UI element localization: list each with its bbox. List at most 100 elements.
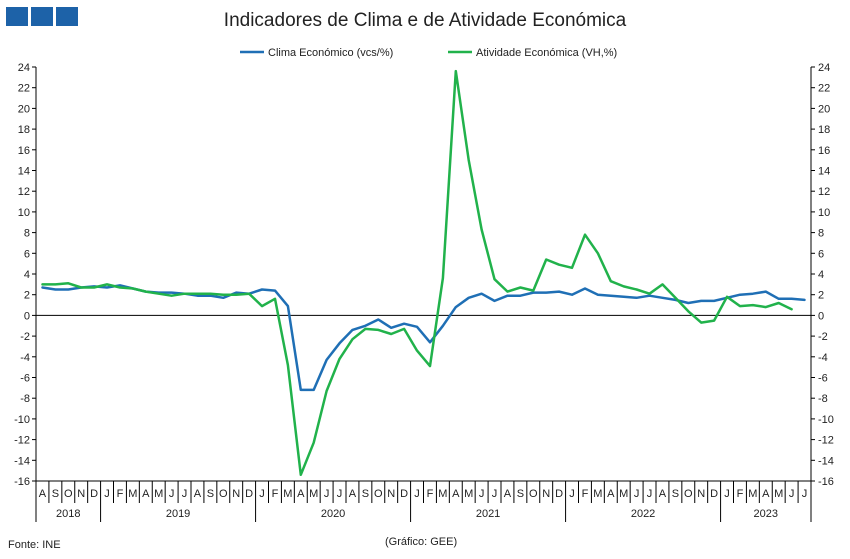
y-tick-label: 12: [18, 186, 30, 198]
month-label: A: [142, 488, 150, 500]
month-label: N: [232, 488, 240, 500]
month-label: J: [324, 488, 330, 500]
month-label: J: [337, 488, 343, 500]
month-label: M: [748, 488, 757, 500]
month-label: A: [349, 488, 357, 500]
year-label: 2023: [754, 508, 778, 520]
y2-tick-label: -6: [818, 373, 828, 385]
month-label: J: [569, 488, 575, 500]
month-label: F: [272, 488, 279, 500]
year-label: 2020: [321, 508, 345, 520]
y2-tick-label: 0: [818, 310, 824, 322]
y-tick-label: 22: [18, 83, 30, 95]
legend-label: Atividade Económica (VH,%): [476, 47, 617, 59]
source-note: Fonte: INE: [8, 539, 61, 551]
month-label: M: [619, 488, 628, 500]
y2-tick-label: -16: [818, 476, 834, 488]
y2-tick-label: 16: [818, 145, 830, 157]
month-label: M: [128, 488, 137, 500]
y-tick-label: 14: [18, 166, 30, 178]
month-label: A: [659, 488, 667, 500]
month-label: J: [724, 488, 730, 500]
month-label: F: [117, 488, 124, 500]
ine-logo: [6, 7, 78, 26]
y-tick-label: -12: [14, 435, 30, 447]
chart-title: Indicadores de Clima e de Atividade Econ…: [223, 10, 627, 31]
month-label: J: [259, 488, 265, 500]
logo-block: [6, 7, 28, 26]
month-label: J: [634, 488, 640, 500]
y-tick-label: 24: [18, 62, 30, 74]
y-tick-label: -8: [20, 393, 30, 405]
y2-tick-label: 2: [818, 290, 824, 302]
month-label: S: [207, 488, 214, 500]
y-tick-label: 0: [24, 310, 30, 322]
month-label: S: [362, 488, 369, 500]
month-label: A: [39, 488, 47, 500]
y-tick-label: 18: [18, 124, 30, 136]
y2-tick-label: 10: [818, 207, 830, 219]
y2-tick-label: 24: [818, 62, 830, 74]
month-label: J: [182, 488, 188, 500]
month-label: M: [154, 488, 163, 500]
month-label: D: [710, 488, 718, 500]
y2-tick-label: -4: [818, 352, 828, 364]
y-tick-label: -16: [14, 476, 30, 488]
month-label: A: [297, 488, 305, 500]
legend-label: Clima Económico (vcs/%): [268, 47, 393, 59]
month-label: M: [283, 488, 292, 500]
month-label: M: [464, 488, 473, 500]
month-label: A: [607, 488, 615, 500]
month-label: D: [400, 488, 408, 500]
y2-tick-label: -14: [818, 455, 834, 467]
y-tick-label: 10: [18, 207, 30, 219]
month-label: S: [672, 488, 679, 500]
year-label: 2022: [631, 508, 655, 520]
y2-tick-label: 14: [818, 166, 830, 178]
month-label: J: [802, 488, 808, 500]
month-label: O: [64, 488, 73, 500]
y-tick-label: 16: [18, 145, 30, 157]
month-label: D: [245, 488, 253, 500]
y-tick-label: -2: [20, 331, 30, 343]
y2-tick-label: 22: [818, 83, 830, 95]
month-label: N: [387, 488, 395, 500]
month-label: N: [697, 488, 705, 500]
month-label: J: [104, 488, 110, 500]
month-label: F: [582, 488, 589, 500]
series-line-atividade: [41, 69, 793, 477]
y-tick-label: 20: [18, 103, 30, 115]
month-label: O: [374, 488, 383, 500]
month-label: O: [529, 488, 538, 500]
month-label: J: [169, 488, 175, 500]
month-label: D: [555, 488, 563, 500]
y-tick-label: -6: [20, 373, 30, 385]
month-label: F: [737, 488, 744, 500]
month-label: F: [427, 488, 434, 500]
month-label: A: [504, 488, 512, 500]
logo-block: [56, 7, 78, 26]
y2-tick-label: -8: [818, 393, 828, 405]
y2-tick-label: 20: [818, 103, 830, 115]
month-label: D: [90, 488, 98, 500]
month-label: M: [593, 488, 602, 500]
y2-tick-label: 18: [818, 124, 830, 136]
month-label: M: [774, 488, 783, 500]
month-label: O: [219, 488, 228, 500]
y-tick-label: -14: [14, 455, 30, 467]
month-label: A: [194, 488, 202, 500]
logo-block: [31, 7, 53, 26]
y2-tick-label: -10: [818, 414, 834, 426]
month-label: A: [452, 488, 460, 500]
y-tick-label: -10: [14, 414, 30, 426]
month-label: J: [492, 488, 498, 500]
month-label: N: [77, 488, 85, 500]
graphic-credit: (Gráfico: GEE): [385, 536, 458, 548]
month-label: J: [789, 488, 795, 500]
month-label: J: [414, 488, 420, 500]
y2-tick-label: 6: [818, 248, 824, 260]
y2-tick-label: 12: [818, 186, 830, 198]
series-line-clima: [41, 284, 806, 392]
y2-tick-label: -2: [818, 331, 828, 343]
month-label: S: [52, 488, 59, 500]
